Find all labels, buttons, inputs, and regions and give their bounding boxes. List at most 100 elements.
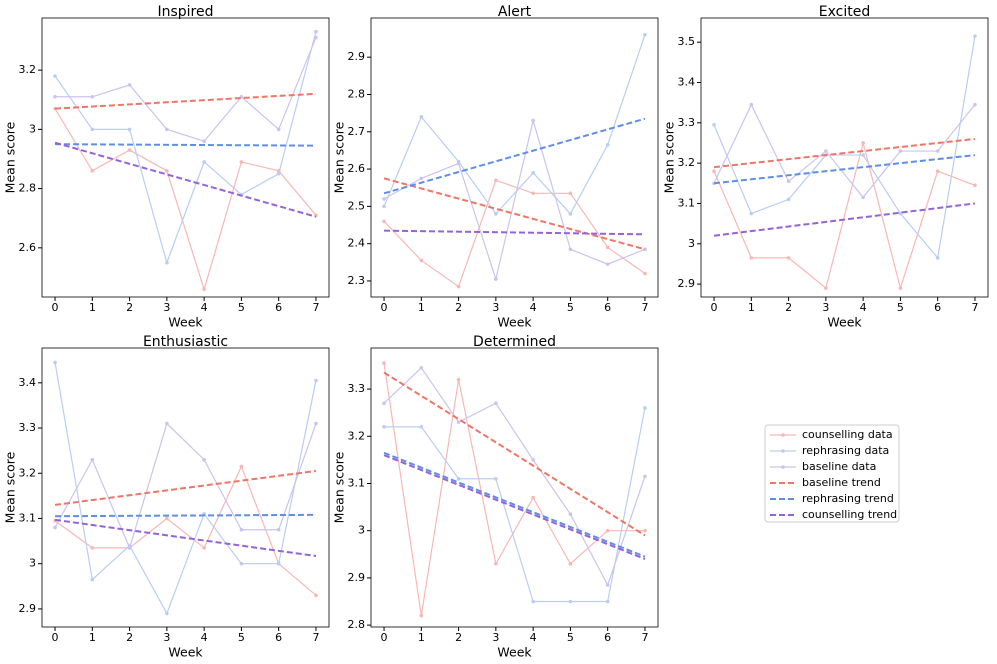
x-tick-label: 4 xyxy=(201,631,208,644)
data-point xyxy=(643,271,647,276)
data-point xyxy=(90,546,95,550)
x-tick-label: 3 xyxy=(163,301,170,314)
data-point xyxy=(419,176,424,181)
data-line xyxy=(55,37,317,142)
data-point xyxy=(165,611,169,616)
x-tick-label: 6 xyxy=(275,631,282,644)
data-point xyxy=(456,476,461,481)
trend-line xyxy=(383,371,646,537)
x-tick-label: 7 xyxy=(641,301,648,314)
data-point xyxy=(90,127,95,132)
data-point xyxy=(605,143,610,147)
data-point xyxy=(786,179,791,184)
x-tick-label: 6 xyxy=(604,631,611,644)
x-tick-label: 5 xyxy=(567,301,574,314)
x-tick-label: 5 xyxy=(897,301,904,314)
x-tick-label: 3 xyxy=(822,301,829,314)
x-tick-label: 2 xyxy=(785,301,792,314)
data-point xyxy=(531,599,535,604)
x-tick-label: 2 xyxy=(455,631,462,644)
x-tick-label: 3 xyxy=(163,631,170,644)
y-tick-label: 3.3 xyxy=(678,116,696,129)
data-point xyxy=(90,94,95,99)
y-tick-label: 2.4 xyxy=(348,237,366,250)
y-tick-label: 3.3 xyxy=(19,421,37,434)
data-point xyxy=(494,401,498,406)
y-tick-label: 2.7 xyxy=(348,125,366,138)
trend-line xyxy=(384,229,645,236)
x-tick-label: 0 xyxy=(52,631,59,644)
data-point xyxy=(494,561,498,566)
data-point xyxy=(165,127,169,132)
y-tick-label: 3.1 xyxy=(19,511,37,524)
data-point xyxy=(165,260,169,265)
trend-line xyxy=(383,451,646,558)
data-point xyxy=(935,149,940,153)
data-point xyxy=(53,525,57,530)
y-tick-label: 3 xyxy=(358,524,365,537)
data-point xyxy=(494,277,498,281)
data-point xyxy=(419,258,424,263)
legend-label: rephrasing trend xyxy=(802,492,894,505)
x-tick-label: 4 xyxy=(201,301,208,314)
trend-line xyxy=(55,513,316,518)
data-point xyxy=(531,118,535,123)
y-tick-label: 3.2 xyxy=(19,466,37,479)
data-point xyxy=(861,195,865,200)
data-point xyxy=(382,425,386,429)
data-point xyxy=(382,204,386,209)
x-tick-label: 0 xyxy=(381,301,388,314)
y-tick-label: 3 xyxy=(688,237,695,250)
x-tick-label: 5 xyxy=(238,631,245,644)
data-line xyxy=(383,34,646,215)
y-tick-label: 3.5 xyxy=(678,35,696,48)
data-point xyxy=(53,74,57,78)
y-tick-label: 2.6 xyxy=(348,162,366,175)
chart-title: Determined xyxy=(473,334,556,350)
y-tick-label: 2.9 xyxy=(19,602,37,615)
legend-marker xyxy=(781,465,785,469)
data-point xyxy=(314,35,318,40)
x-tick-label: 0 xyxy=(52,301,59,314)
data-point xyxy=(90,169,95,173)
x-axis-label: Week xyxy=(827,315,862,330)
data-point xyxy=(382,361,386,365)
data-point xyxy=(935,256,940,260)
y-tick-label: 3.1 xyxy=(678,196,696,209)
data-point xyxy=(127,127,132,132)
data-point xyxy=(382,197,386,201)
data-point xyxy=(786,197,791,202)
legend-marker xyxy=(781,433,785,437)
y-tick-label: 2.8 xyxy=(19,182,37,195)
trend-line xyxy=(713,154,976,185)
y-tick-label: 3.2 xyxy=(19,63,37,76)
data-point xyxy=(568,512,573,516)
y-tick-label: 2.9 xyxy=(678,277,696,290)
plot-frame xyxy=(41,17,330,298)
data-point xyxy=(568,191,573,196)
x-tick-label: 2 xyxy=(126,631,133,644)
data-point xyxy=(456,284,461,289)
legend-box xyxy=(764,424,900,523)
data-point xyxy=(90,577,95,582)
x-axis-label: Week xyxy=(168,315,203,330)
data-point xyxy=(898,211,903,216)
data-point xyxy=(165,516,169,521)
data-point xyxy=(419,613,424,618)
data-point xyxy=(127,546,132,550)
x-tick-label: 3 xyxy=(492,631,499,644)
data-point xyxy=(531,191,535,196)
data-point xyxy=(494,476,498,481)
x-tick-label: 4 xyxy=(530,631,537,644)
data-point xyxy=(568,599,573,604)
data-point xyxy=(643,528,647,533)
trend-line xyxy=(713,137,976,169)
data-line xyxy=(383,363,645,616)
x-tick-label: 2 xyxy=(126,301,133,314)
plot-frame xyxy=(370,17,659,298)
y-axis-label: Mean score xyxy=(3,451,18,523)
data-point xyxy=(749,211,754,216)
x-tick-label: 7 xyxy=(971,301,978,314)
legend-marker xyxy=(781,449,785,453)
